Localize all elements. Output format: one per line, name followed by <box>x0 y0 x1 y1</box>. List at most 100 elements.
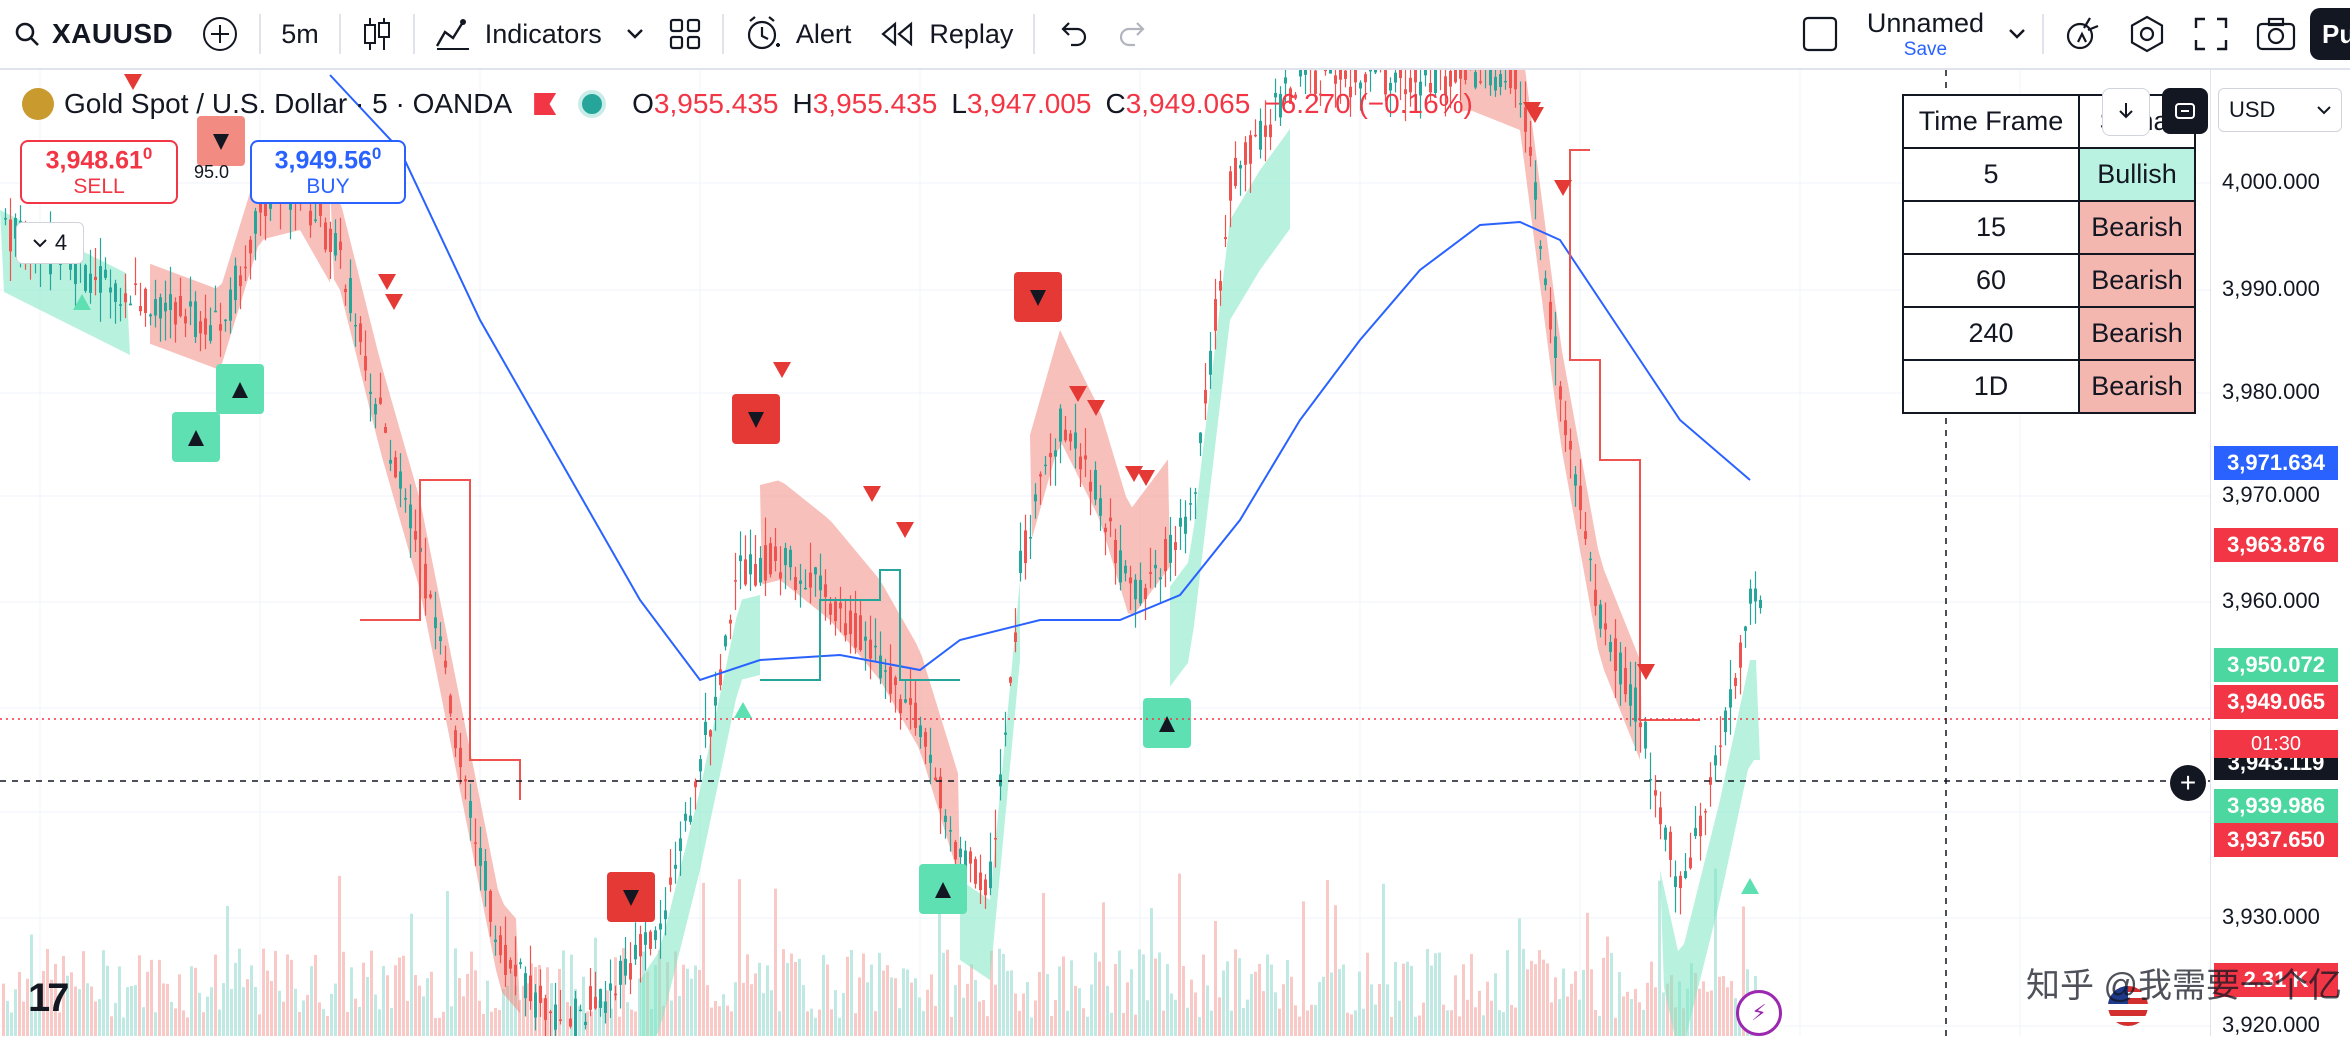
settings-button[interactable] <box>2114 0 2180 68</box>
candle-body <box>1719 745 1722 747</box>
templates-button[interactable] <box>654 0 716 68</box>
indicators-button[interactable]: Indicators <box>421 0 616 68</box>
candle-body <box>239 275 242 286</box>
market-status-icon[interactable] <box>578 90 606 118</box>
volume-bar <box>282 1002 285 1036</box>
legend-title[interactable]: Gold Spot / U.S. Dollar · 5 · OANDA <box>64 88 512 120</box>
volume-bar <box>186 1017 189 1036</box>
flag-icon[interactable] <box>534 93 556 115</box>
volume-bar <box>1138 949 1141 1036</box>
candle-body <box>664 910 667 919</box>
redo-button[interactable] <box>1103 0 1165 68</box>
volume-bar <box>710 1008 713 1036</box>
volume-bar <box>854 1013 857 1036</box>
undo-button[interactable] <box>1041 0 1103 68</box>
candle-body <box>1479 81 1482 83</box>
volume-bar <box>1574 971 1577 1036</box>
volume-bar <box>1478 991 1481 1036</box>
layout-menu-button[interactable] <box>1998 0 2036 68</box>
snapshot-button[interactable] <box>2242 0 2310 68</box>
download-icon <box>2116 101 2136 123</box>
publish-button[interactable]: Pu <box>2310 8 2350 60</box>
price-chart[interactable] <box>0 70 2210 1036</box>
header-timeframe: Time Frame <box>1903 95 2079 148</box>
indicators-collapse-button[interactable]: 4 <box>16 222 84 264</box>
candle-body <box>1174 542 1177 550</box>
candle-body <box>434 617 437 628</box>
crosshair-add-button[interactable]: + <box>2170 765 2206 801</box>
volume-bar <box>1430 966 1433 1036</box>
volume-bar <box>890 977 893 1036</box>
candle-body <box>539 986 542 1003</box>
maximize-pane-button[interactable] <box>2162 88 2208 134</box>
volume-bar <box>778 1011 781 1036</box>
volume-bar <box>158 960 161 1036</box>
volume-bar <box>1202 955 1205 1036</box>
layout-name-button[interactable]: Unnamed Save <box>1853 0 1998 68</box>
fullscreen-button[interactable] <box>2180 0 2242 68</box>
volume-bar <box>1042 893 1045 1036</box>
candle-body <box>934 778 937 780</box>
volume-bar <box>1630 999 1633 1036</box>
candle-body <box>1524 107 1527 132</box>
volume-bar <box>110 1016 113 1036</box>
volume-bar <box>1510 1005 1513 1036</box>
candle-body <box>1079 457 1082 470</box>
candle-body <box>464 779 467 781</box>
interval-button[interactable]: 5m <box>267 0 333 68</box>
quick-search-button[interactable] <box>2050 0 2114 68</box>
volume-bar <box>1658 881 1661 1036</box>
alert-button[interactable]: Alert <box>730 0 866 68</box>
volume-bar <box>1350 1014 1353 1036</box>
volume-bar <box>986 1016 989 1036</box>
volume-bar <box>1258 964 1261 1036</box>
volume-bar <box>346 1012 349 1036</box>
candle-body <box>1284 77 1287 83</box>
volume-bar <box>738 879 741 1036</box>
candle-body <box>1094 470 1097 500</box>
replay-button[interactable]: Replay <box>865 0 1027 68</box>
indicators-menu-button[interactable] <box>616 0 654 68</box>
candle-body <box>1519 103 1522 105</box>
symbol-search[interactable]: XAUUSD <box>0 0 187 68</box>
lightning-icon[interactable]: ⚡ <box>1736 990 1782 1036</box>
volume-bar <box>1298 1017 1301 1036</box>
volume-bar <box>358 1007 361 1036</box>
volume-bar <box>1218 997 1221 1036</box>
candle-body <box>1244 142 1247 164</box>
candle-body <box>399 471 402 488</box>
currency-select[interactable]: USD <box>2218 88 2342 132</box>
volume-bar <box>1402 964 1405 1036</box>
volume-bar <box>1366 953 1369 1036</box>
candle-body <box>1054 450 1057 456</box>
layout-checkbox[interactable] <box>1787 0 1853 68</box>
candle-body <box>1209 351 1212 375</box>
volume-bar <box>902 968 905 1036</box>
candle-body <box>569 1019 572 1027</box>
volume-bar <box>1118 951 1121 1036</box>
candle-body <box>1194 492 1197 494</box>
tradingview-logo[interactable]: 17 <box>28 976 67 1021</box>
volume-bar <box>606 990 609 1036</box>
chart-type-button[interactable] <box>347 0 407 68</box>
candle-body <box>204 318 207 334</box>
volume-bar <box>1070 960 1073 1036</box>
volume-bar <box>114 1003 117 1036</box>
signal-cell: Bearish <box>2079 360 2195 413</box>
candle-body <box>1499 74 1502 87</box>
download-button[interactable] <box>2102 88 2150 136</box>
volume-bar <box>1466 1000 1469 1036</box>
indicators-count: 4 <box>55 230 67 256</box>
sell-button[interactable]: 3,948.610 SELL <box>20 140 178 204</box>
volume-bar <box>926 990 929 1036</box>
volume-bar <box>1710 990 1713 1036</box>
volume-bar <box>1162 1011 1165 1036</box>
add-symbol-button[interactable] <box>187 0 253 68</box>
volume-bar <box>1594 1010 1597 1036</box>
buy-button[interactable]: 3,949.560 BUY <box>250 140 406 204</box>
candle-body <box>1224 237 1227 239</box>
volume-bar <box>1486 982 1489 1036</box>
low-value: 3,947.005 <box>967 88 1092 120</box>
candle-body <box>704 722 707 735</box>
